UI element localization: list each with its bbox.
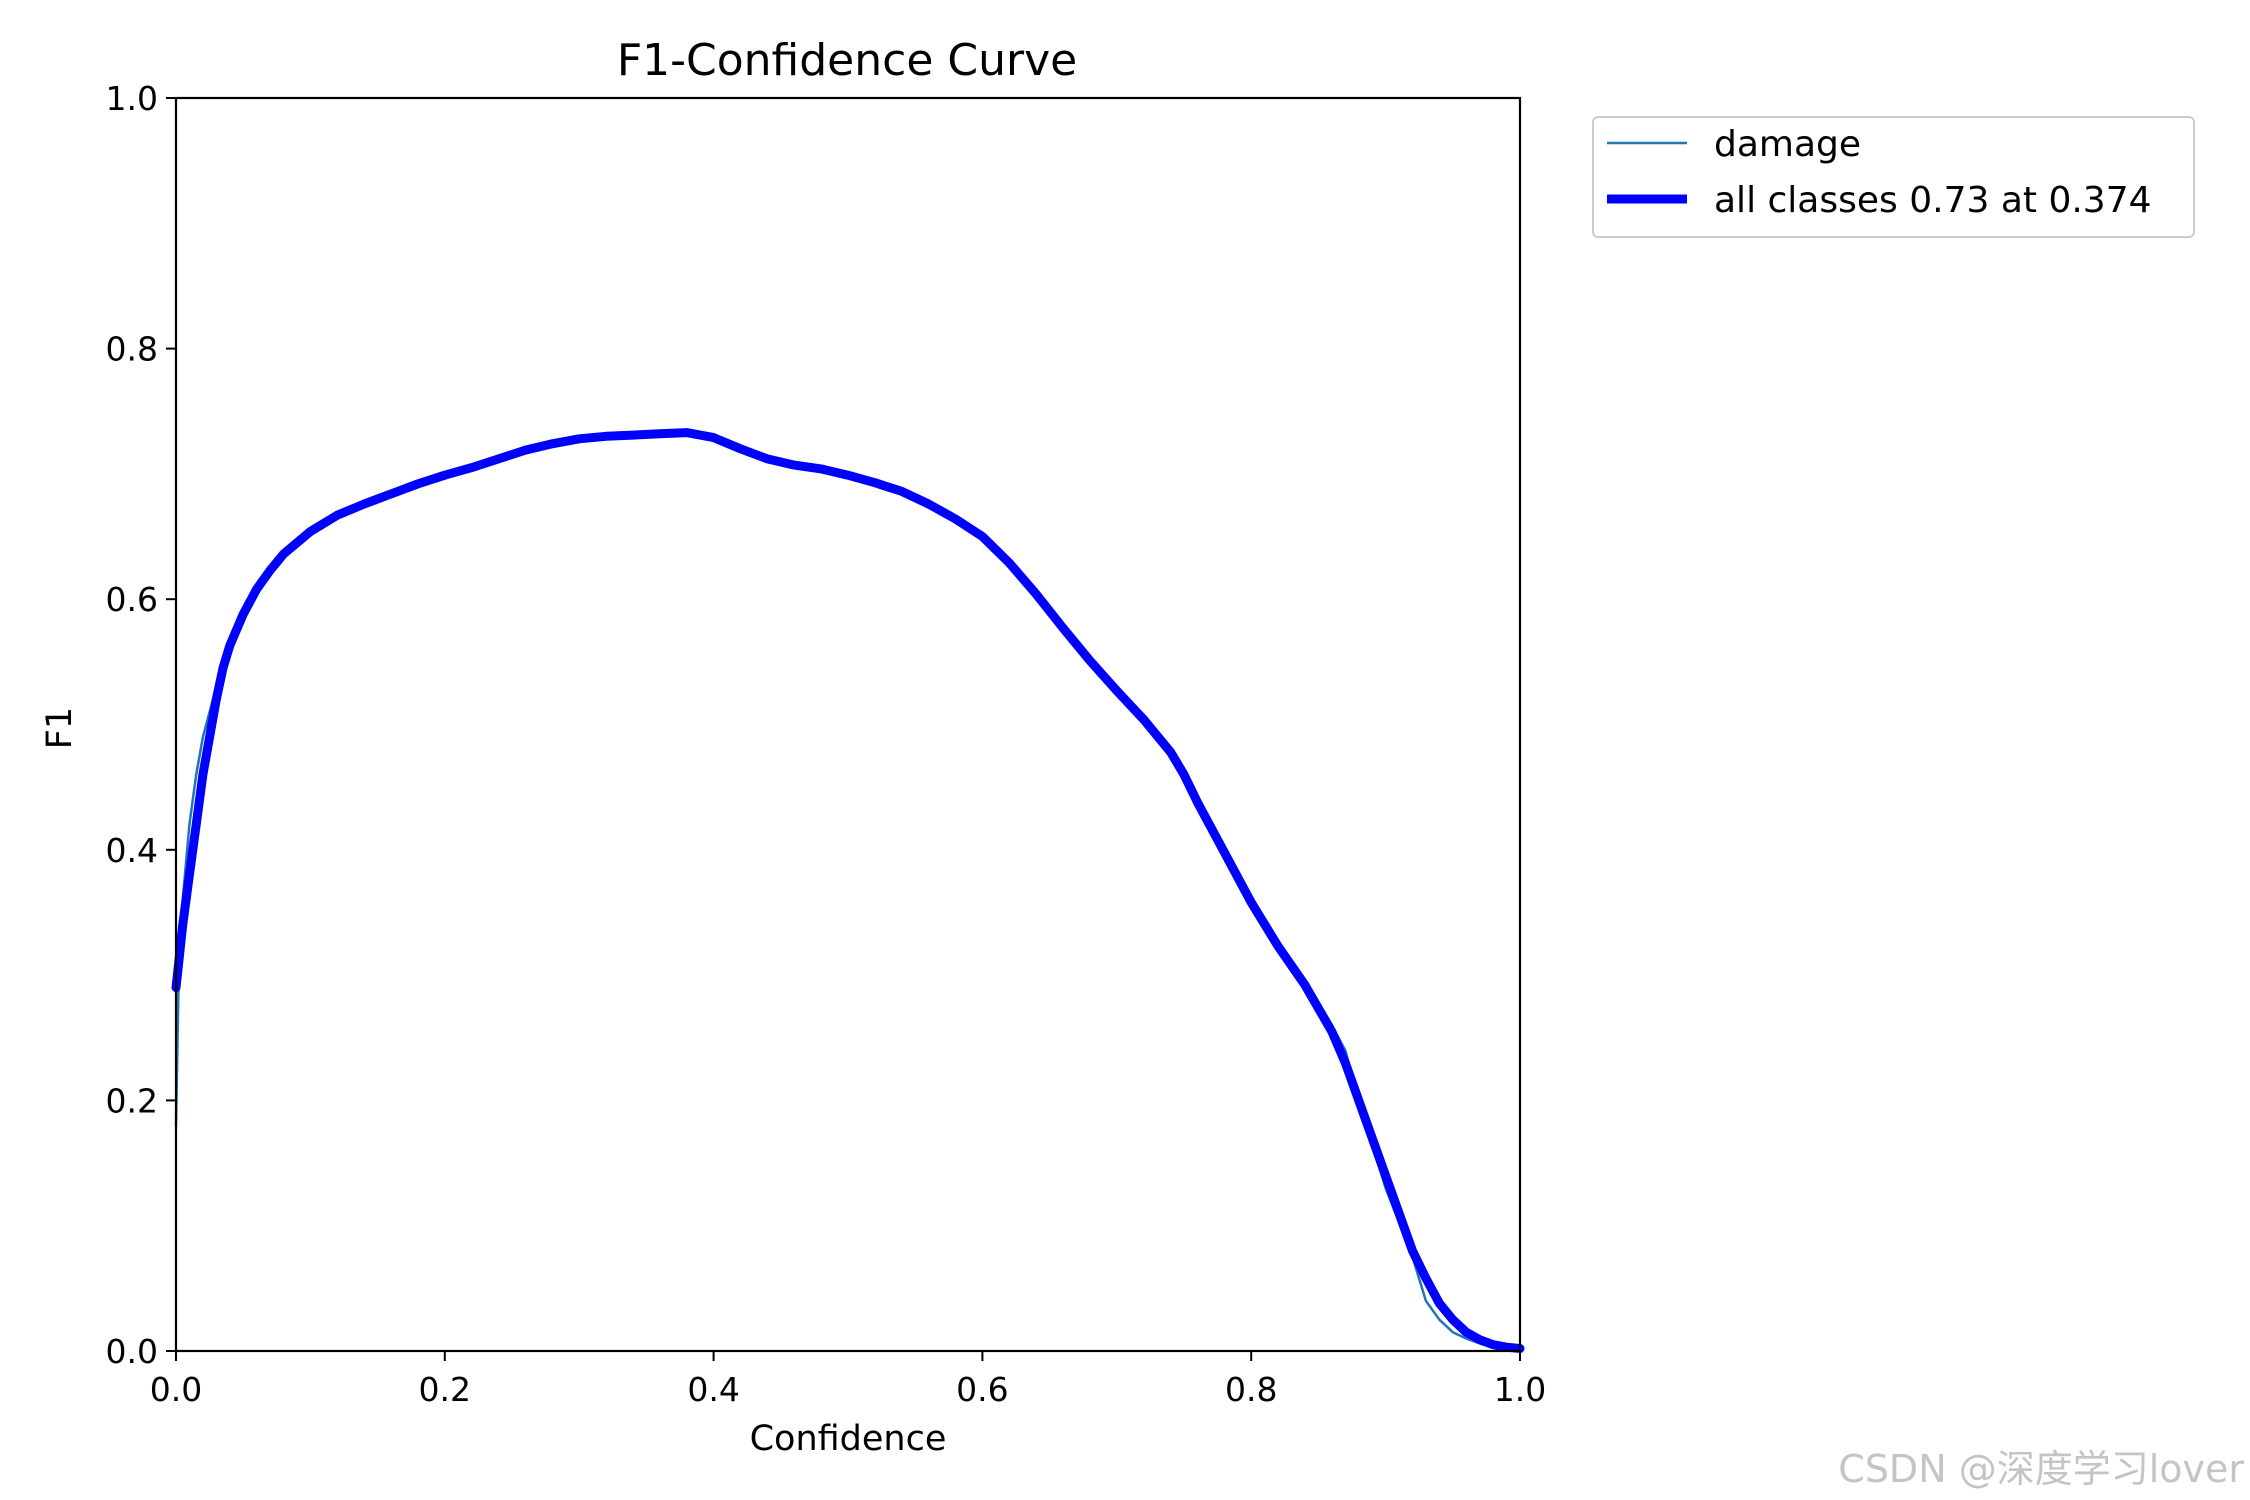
series-line-0 (174, 430, 1522, 1351)
x-axis: 0.0 0.2 0.4 0.6 0.8 1.0 (150, 1351, 1546, 1409)
plot-area-frame (174, 96, 1522, 1353)
y-tick-label: 0.8 (106, 330, 158, 369)
y-tick-label: 1.0 (106, 79, 158, 118)
y-axis-label: F1 (40, 707, 80, 749)
x-tick-label: 0.0 (150, 1370, 202, 1409)
legend-label-1: all classes 0.73 at 0.374 (1714, 180, 2152, 221)
legend: damage all classes 0.73 at 0.374 (1592, 116, 2195, 238)
series-layer (171, 428, 1525, 1353)
x-axis-label: Confidence (750, 1419, 947, 1459)
y-tick-label: 0.2 (106, 1081, 158, 1120)
y-tick-label: 0.4 (106, 831, 158, 870)
watermark: CSDN @深度学习lover (1838, 1447, 2244, 1491)
chart-title: F1-Confidence Curve (617, 35, 1077, 86)
y-tick-label: 0.6 (106, 580, 158, 619)
y-axis: 0.0 0.2 0.4 0.6 0.8 1.0 (106, 79, 176, 1371)
x-tick-label: 0.8 (1225, 1370, 1277, 1409)
x-tick-label: 0.6 (956, 1370, 1008, 1409)
x-tick-label: 0.4 (687, 1370, 739, 1409)
y-tick-label: 0.0 (106, 1332, 158, 1371)
x-tick-label: 1.0 (1494, 1370, 1546, 1409)
legend-box (1592, 116, 2195, 238)
x-tick-label: 0.2 (419, 1370, 471, 1409)
series-line-1 (171, 428, 1525, 1353)
legend-label-0: damage (1714, 124, 1861, 165)
